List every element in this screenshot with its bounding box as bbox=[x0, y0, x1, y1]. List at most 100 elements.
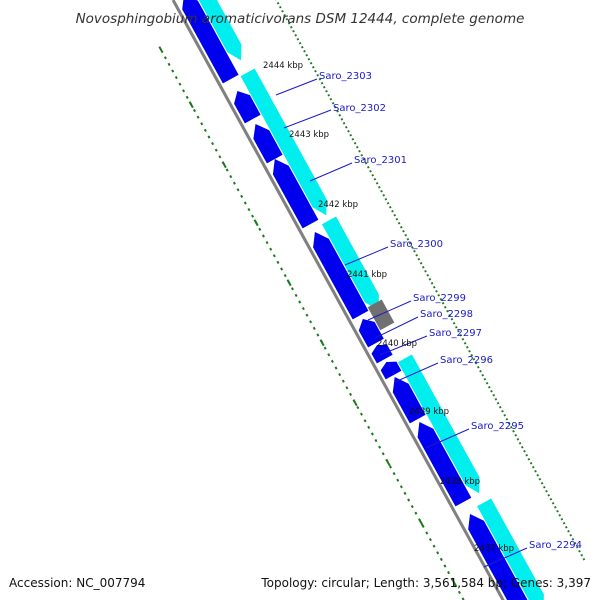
tick-dot bbox=[439, 297, 443, 301]
tick-dot bbox=[272, 254, 276, 258]
reverse-gene bbox=[380, 361, 402, 380]
tick-dot bbox=[347, 129, 350, 133]
tick-dot bbox=[496, 401, 500, 405]
tick-dot bbox=[374, 439, 378, 443]
tick-dot bbox=[485, 381, 489, 385]
tick-dot bbox=[349, 133, 353, 137]
tick-dot bbox=[388, 205, 392, 209]
tick-dot bbox=[569, 533, 573, 537]
tick-dot bbox=[426, 273, 430, 277]
major-tick bbox=[286, 279, 292, 287]
tick-dot bbox=[327, 93, 331, 97]
tick-dot bbox=[410, 245, 414, 249]
tick-dot bbox=[395, 217, 399, 221]
tick-dot bbox=[171, 69, 175, 73]
scale-labels: 2444 kbp 2443 kbp 2442 kbp 2441 kbp 2440 kbp… bbox=[263, 61, 514, 554]
tick-dot bbox=[323, 346, 327, 350]
tick-dot bbox=[285, 17, 289, 21]
tick-dot bbox=[389, 465, 392, 469]
reverse-gene bbox=[272, 159, 319, 229]
scale-label: 2439 kbp bbox=[409, 407, 449, 417]
tick-dot bbox=[509, 425, 513, 429]
tick-dot bbox=[182, 89, 186, 93]
topology-summary: Topology: circular; Length: 3,561,584 bp… bbox=[260, 576, 591, 590]
gene-leader-line bbox=[425, 428, 470, 449]
tick-dot bbox=[439, 557, 443, 561]
scale-label: 2442 kbp bbox=[318, 200, 358, 210]
reverse-gene bbox=[358, 319, 384, 348]
tick-dot bbox=[309, 61, 313, 65]
tick-dot bbox=[501, 409, 504, 413]
backbone-line bbox=[171, 0, 505, 600]
tick-dot bbox=[549, 497, 553, 501]
tick-dot bbox=[487, 385, 491, 389]
gene-label: Saro_2300 bbox=[390, 239, 443, 250]
tick-dot bbox=[424, 269, 427, 273]
tick-dot bbox=[331, 101, 335, 105]
tick-dot bbox=[414, 511, 418, 515]
tick-dot bbox=[547, 493, 551, 497]
tick-dot bbox=[329, 97, 333, 101]
tick-dot bbox=[247, 208, 251, 212]
tick-dot bbox=[465, 345, 469, 349]
tick-dot bbox=[441, 301, 445, 305]
tick-dot bbox=[351, 137, 355, 141]
tick-dot bbox=[330, 359, 334, 363]
gene-label: Saro_2298 bbox=[420, 309, 473, 320]
tick-dot bbox=[518, 441, 522, 445]
tick-dot bbox=[243, 201, 247, 205]
tick-dot bbox=[428, 277, 432, 281]
tick-dot bbox=[344, 125, 348, 129]
major-tick bbox=[319, 339, 325, 347]
tick-dot bbox=[382, 193, 386, 197]
tick-dot bbox=[428, 538, 432, 542]
scale-label: 2440 kbp bbox=[377, 339, 417, 349]
tick-dot bbox=[573, 541, 577, 545]
tick-dot bbox=[287, 21, 291, 25]
reverse-gene bbox=[253, 124, 283, 164]
tick-dot bbox=[218, 155, 222, 159]
tick-dot bbox=[452, 321, 456, 325]
accession-text: Accession: NC_007794 bbox=[9, 576, 145, 590]
tick-dot bbox=[289, 25, 293, 29]
tick-dot bbox=[283, 13, 287, 17]
tick-dot bbox=[542, 485, 546, 489]
tick-dot bbox=[358, 149, 361, 153]
tick-dot bbox=[417, 257, 421, 261]
tick-dot bbox=[399, 485, 403, 489]
tick-dot bbox=[494, 397, 498, 401]
tick-dot bbox=[397, 221, 401, 225]
tick-dot bbox=[512, 429, 515, 433]
tick-dot bbox=[290, 287, 294, 291]
tick-dot bbox=[425, 531, 429, 535]
tick-dot bbox=[276, 260, 280, 264]
tick-dot bbox=[437, 293, 441, 297]
tick-dot bbox=[298, 41, 302, 45]
tick-dot bbox=[349, 392, 353, 396]
scale-label: 2444 kbp bbox=[263, 61, 303, 71]
tick-dot bbox=[380, 189, 383, 193]
major-tick bbox=[418, 519, 424, 527]
gene-leader-line bbox=[309, 162, 353, 182]
tick-dot bbox=[336, 109, 339, 113]
tick-dot bbox=[258, 227, 262, 231]
tick-dot bbox=[196, 115, 200, 119]
tick-dot bbox=[461, 337, 465, 341]
tick-dot bbox=[200, 122, 204, 126]
gene-label: Saro_2295 bbox=[471, 421, 524, 432]
tick-dot bbox=[309, 320, 313, 324]
tick-dot bbox=[355, 145, 359, 149]
scale-label: 2437 kbp bbox=[474, 544, 514, 554]
tick-dot bbox=[278, 5, 282, 9]
major-tick bbox=[188, 101, 194, 109]
tick-dot bbox=[399, 225, 403, 229]
tick-dot bbox=[564, 525, 568, 529]
tick-dot bbox=[192, 109, 196, 113]
tick-dot bbox=[294, 33, 298, 37]
tick-dot bbox=[353, 141, 357, 145]
tick-dot bbox=[381, 452, 385, 456]
tick-dot bbox=[483, 377, 487, 381]
tick-dot bbox=[393, 213, 397, 217]
gene-label: Saro_2297 bbox=[429, 328, 482, 339]
gene-label: Saro_2303 bbox=[319, 71, 372, 82]
